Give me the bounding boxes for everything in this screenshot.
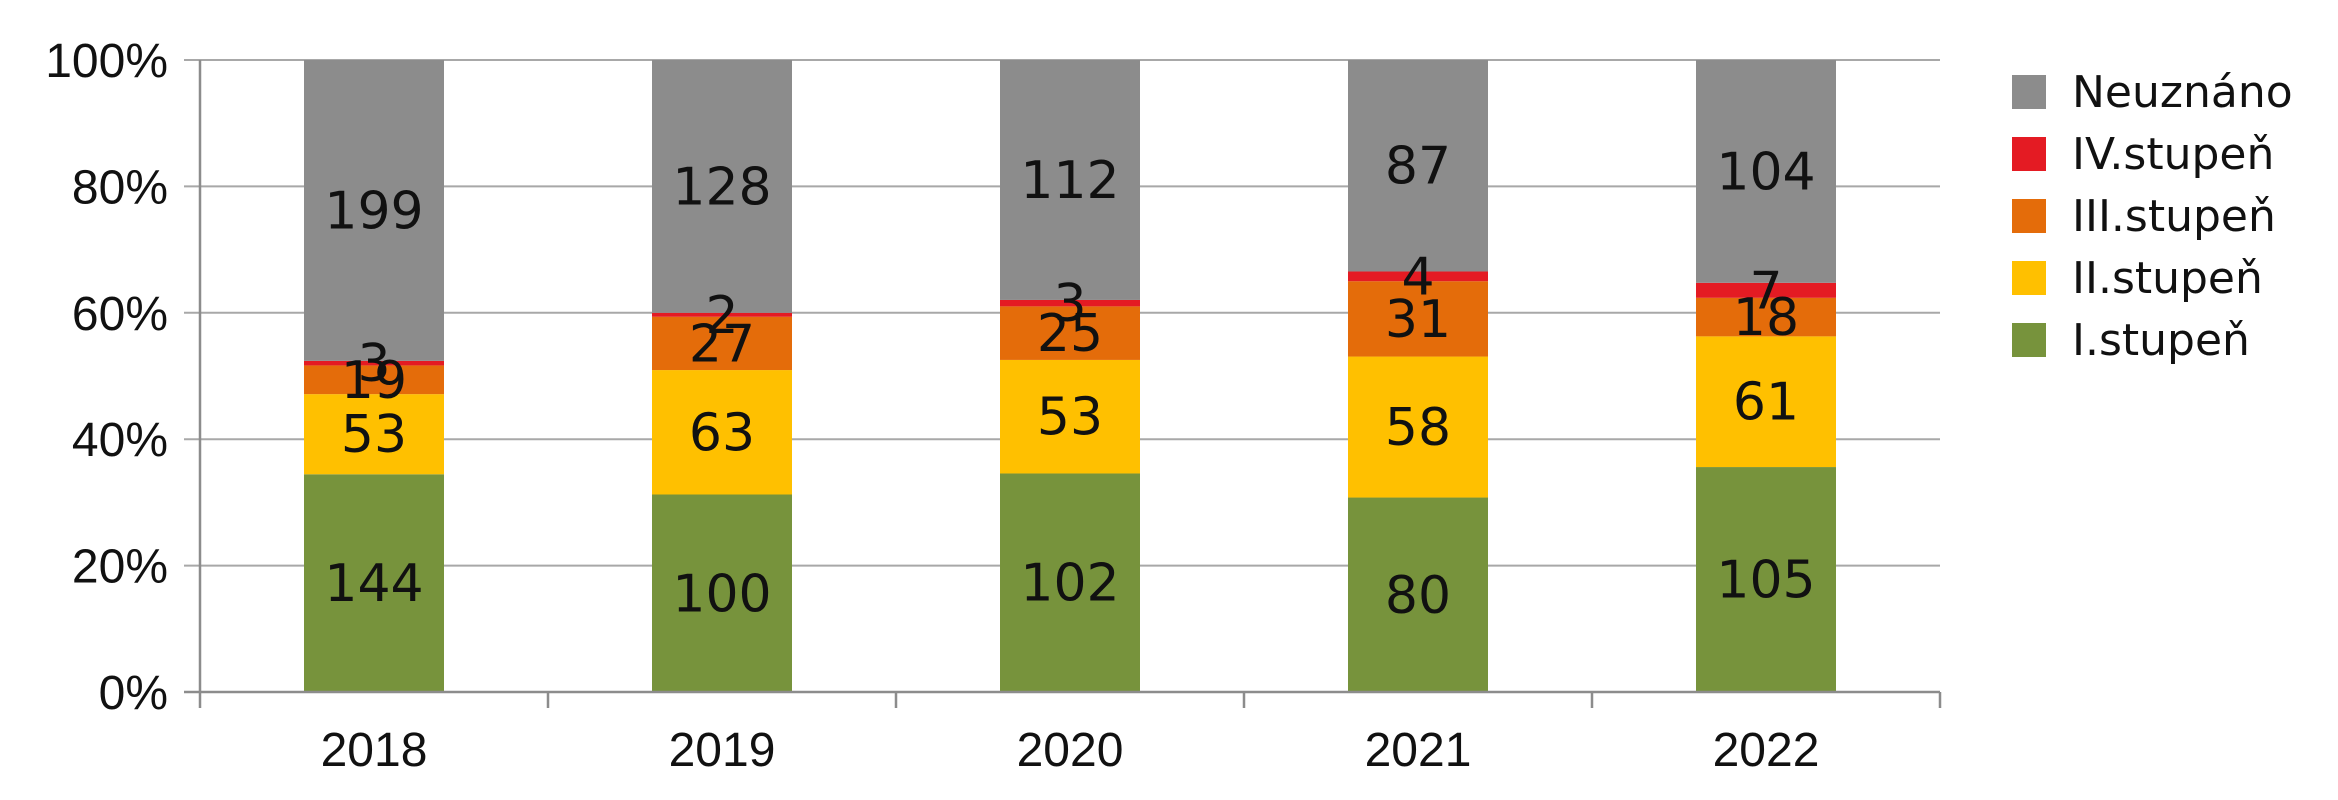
data-label: 4: [1401, 247, 1434, 307]
x-tick-label: 2021: [1365, 724, 1472, 777]
data-label: 104: [1716, 142, 1815, 202]
x-axis-tick-labels: 2018 2019 2020 2021 2022: [321, 724, 1820, 777]
data-label: 19: [341, 351, 407, 411]
legend-swatch: [2012, 323, 2046, 357]
bar-segment: [652, 316, 792, 371]
legend-label: III.stupeň: [2072, 191, 2276, 242]
bar-segment: [304, 394, 444, 475]
bar-segment: [652, 312, 792, 317]
axes: [184, 60, 1942, 708]
bar-segment: [304, 360, 444, 366]
bar-segment: [1696, 467, 1836, 692]
bar-segment: [1696, 336, 1836, 468]
data-label: 25: [1037, 304, 1103, 364]
data-label: 53: [1037, 388, 1103, 448]
data-label: 128: [672, 157, 771, 217]
bar-segment: [652, 494, 792, 692]
data-label: 144: [324, 554, 423, 614]
data-label: 102: [1020, 554, 1119, 614]
x-tick-label: 2020: [1017, 724, 1124, 777]
data-label: 80: [1385, 566, 1451, 626]
bar-segment: [1348, 60, 1488, 272]
data-label: 61: [1733, 373, 1799, 433]
data-label: 7: [1749, 261, 1782, 321]
data-label: 2: [705, 286, 738, 346]
legend-swatch: [2012, 199, 2046, 233]
y-tick-label: 60%: [72, 288, 168, 341]
legend-swatch: [2012, 137, 2046, 171]
legend-label: I.stupeň: [2072, 315, 2250, 366]
bar-segment: [652, 60, 792, 313]
x-tick-label: 2019: [669, 724, 776, 777]
legend-label: II.stupeň: [2072, 253, 2263, 304]
bar-segment: [304, 60, 444, 361]
data-label: 63: [689, 403, 755, 463]
bar-segment: [304, 365, 444, 395]
data-label: 58: [1385, 398, 1451, 458]
data-label: 53: [341, 405, 407, 465]
y-tick-label: 100%: [45, 35, 168, 88]
data-labels: 1445319319910063272128102532531128058314…: [324, 137, 1815, 626]
data-label: 199: [324, 181, 423, 241]
bar-segment: [1000, 359, 1140, 474]
bars: [304, 60, 1836, 692]
data-label: 3: [357, 334, 390, 394]
data-label: 112: [1020, 151, 1119, 211]
legend-label: IV.stupeň: [2072, 129, 2274, 180]
legend-swatch: [2012, 75, 2046, 109]
bar-segment: [1000, 306, 1140, 360]
bar-segment: [1348, 356, 1488, 498]
data-label: 31: [1385, 290, 1451, 350]
bar-segment: [1000, 299, 1140, 307]
y-tick-label: 20%: [72, 541, 168, 594]
x-tick-label: 2022: [1713, 724, 1820, 777]
data-label: 105: [1716, 551, 1815, 611]
legend-swatch: [2012, 261, 2046, 295]
data-label: 100: [672, 564, 771, 624]
bar-segment: [1696, 297, 1836, 337]
bar-segment: [1348, 497, 1488, 692]
y-tick-label: 80%: [72, 161, 168, 214]
bar-segment: [304, 474, 444, 692]
bar-segment: [1348, 281, 1488, 357]
bar-segment: [1348, 271, 1488, 282]
y-axis-tick-labels: 0% 20% 40% 60% 80% 100%: [45, 35, 168, 720]
x-tick-label: 2018: [321, 724, 428, 777]
bar-segment: [1696, 282, 1836, 298]
y-tick-label: 0%: [99, 667, 168, 720]
data-label: 87: [1385, 137, 1451, 197]
bar-segment: [652, 370, 792, 495]
data-label: 3: [1053, 274, 1086, 334]
legend-label: Neuznáno: [2072, 67, 2293, 118]
bar-segment: [1000, 60, 1140, 300]
bar-segment: [1696, 60, 1836, 283]
data-label: 18: [1733, 288, 1799, 348]
bar-segment: [1000, 473, 1140, 692]
legend: Neuznáno IV.stupeň III.stupeň II.stupeň I.st…: [2012, 67, 2293, 366]
data-label: 27: [689, 314, 755, 374]
y-tick-label: 40%: [72, 414, 168, 467]
